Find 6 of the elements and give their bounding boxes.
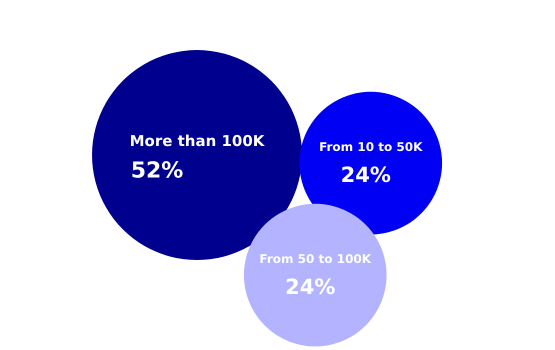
category-label: From 10 to 50K	[319, 140, 424, 154]
data-label: 24%	[340, 163, 391, 188]
data-label: 52%	[130, 158, 184, 184]
category-label: More than 100K	[130, 132, 266, 150]
data-label: 24%	[285, 275, 336, 300]
category-label: From 50 to 100K	[259, 252, 372, 266]
